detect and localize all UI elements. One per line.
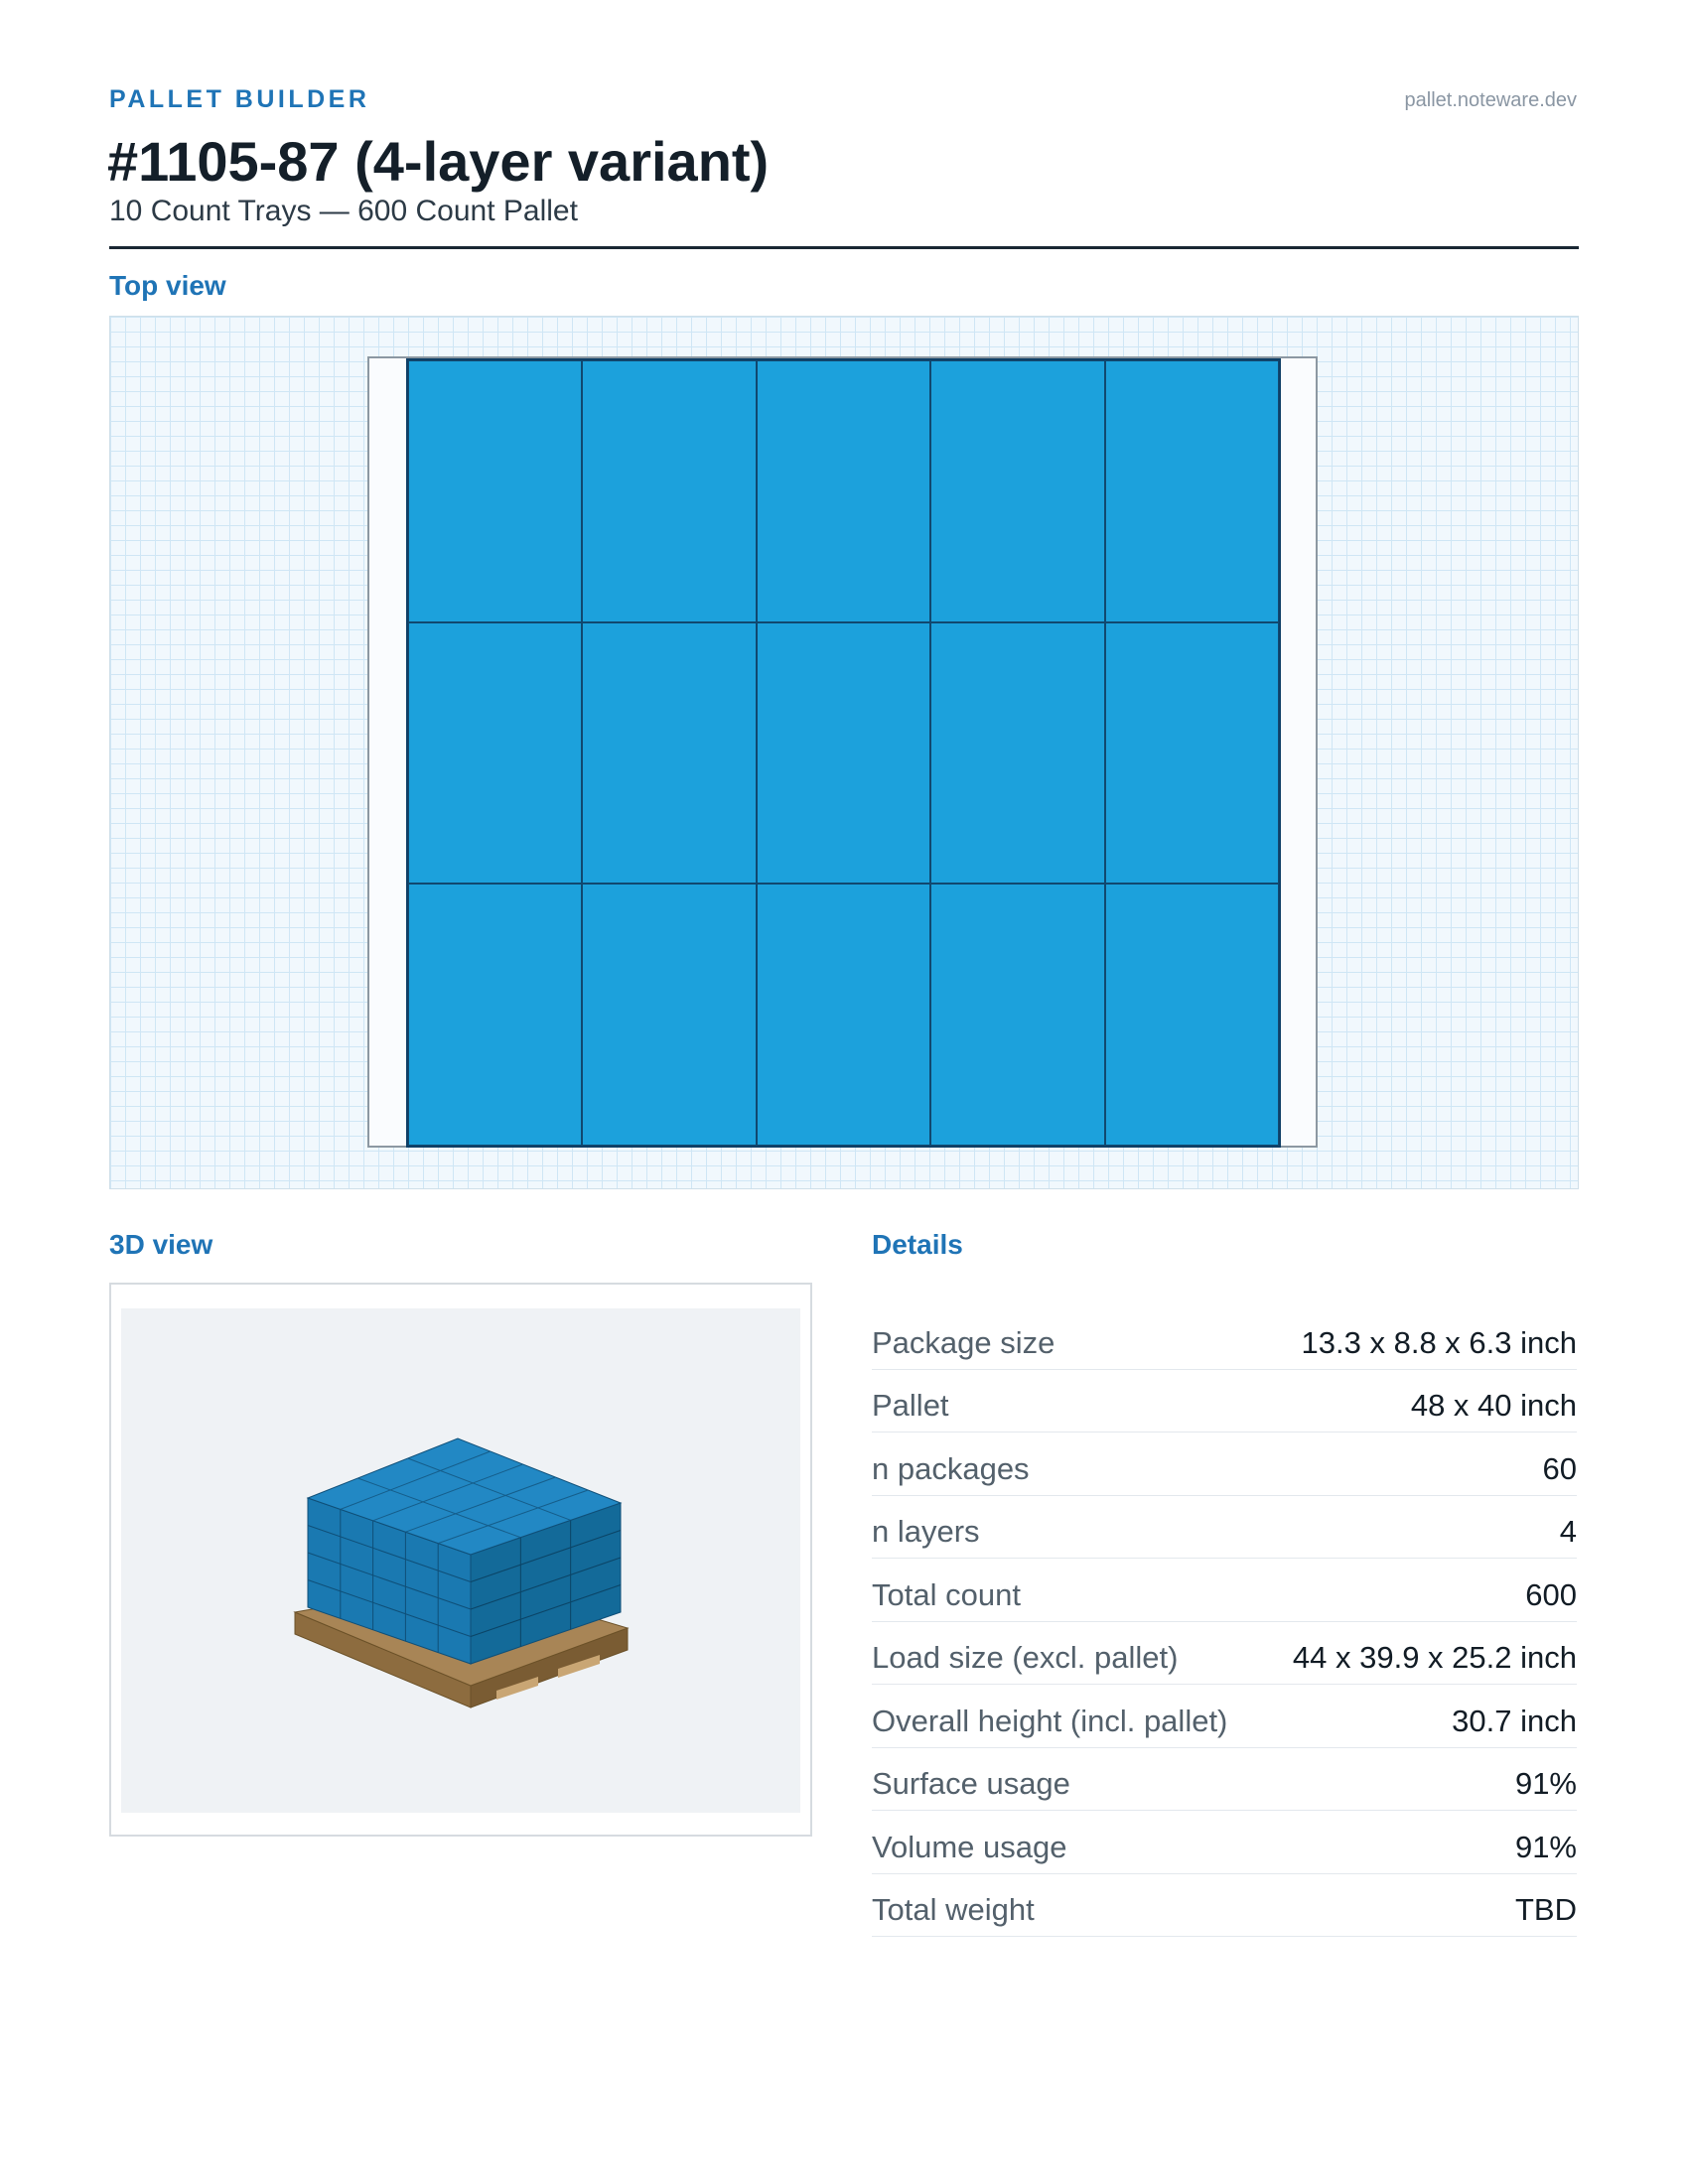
- layer-edge: [470, 1530, 622, 1582]
- package-edge: [357, 1477, 521, 1539]
- package-cell: [930, 360, 1105, 622]
- package-cell: [1104, 884, 1279, 1146]
- details-label: Total weight: [872, 1892, 1035, 1927]
- details-label: n layers: [872, 1514, 980, 1549]
- layer-edge: [470, 1557, 622, 1610]
- details-row: n layers 4: [872, 1496, 1577, 1559]
- brand-label: PALLET BUILDER: [109, 85, 370, 113]
- details-row: Total weight TBD: [872, 1874, 1577, 1937]
- details-row: Load size (excl. pallet) 44 x 39.9 x 25.2…: [872, 1622, 1577, 1685]
- package-cell: [582, 360, 757, 622]
- details-label: Pallet: [872, 1388, 949, 1423]
- details-value: 91%: [1514, 1829, 1577, 1864]
- package-cell: [1104, 360, 1279, 622]
- package-edge: [438, 1489, 589, 1545]
- layer-edge: [307, 1525, 472, 1582]
- 3d-view-heading: 3D view: [109, 1229, 213, 1260]
- details-label: Total count: [872, 1576, 1021, 1612]
- details-row: Total count 600: [872, 1559, 1577, 1622]
- pallet-opening: [496, 1677, 538, 1700]
- details-table: Package size 13.3 x 8.8 x 6.3 inch Pallet 4…: [872, 1306, 1577, 1937]
- layer-edge: [307, 1552, 472, 1610]
- details-row: Volume usage 91%: [872, 1811, 1577, 1874]
- package-cell: [582, 884, 757, 1146]
- details-label: Volume usage: [872, 1829, 1067, 1864]
- pallet-opening: [558, 1655, 600, 1678]
- site-url[interactable]: pallet.noteware.dev: [1404, 89, 1577, 111]
- details-value: 91%: [1514, 1766, 1577, 1801]
- details-value: 13.3 x 8.8 x 6.3 inch: [1301, 1324, 1577, 1360]
- details-row: Pallet 48 x 40 inch: [872, 1370, 1577, 1433]
- details-value: 60: [1542, 1450, 1577, 1486]
- package-cell: [756, 360, 931, 622]
- package-cell: [582, 621, 757, 885]
- details-value: 30.7 inch: [1452, 1703, 1577, 1738]
- details-value: TBD: [1515, 1892, 1577, 1927]
- details-label: Load size (excl. pallet): [872, 1640, 1179, 1675]
- 3d-view-canvas: [121, 1308, 800, 1813]
- package-edge: [407, 1457, 571, 1521]
- package-cell: [408, 621, 583, 885]
- details-label: Overall height (incl. pallet): [872, 1703, 1228, 1738]
- details-row: n packages 60: [872, 1433, 1577, 1496]
- top-view-heading: Top view: [109, 270, 226, 301]
- package-cell: [756, 884, 931, 1146]
- pallet-3d-render: [293, 1437, 630, 1708]
- details-value: 4: [1559, 1514, 1577, 1549]
- page-subtitle: 10 Count Trays — 600 Count Pallet: [109, 195, 578, 227]
- pallet-outline: [367, 356, 1318, 1148]
- package-grid: [406, 358, 1281, 1148]
- page-title: #1105-87 (4-layer variant): [107, 130, 770, 193]
- top-view-panel: [109, 316, 1579, 1189]
- package-edge: [372, 1463, 523, 1522]
- details-label: Surface usage: [872, 1766, 1070, 1801]
- header-divider: [109, 246, 1579, 249]
- package-edge: [340, 1450, 491, 1510]
- details-label: Package size: [872, 1324, 1055, 1360]
- details-label: n packages: [872, 1450, 1030, 1486]
- package-cell: [930, 621, 1105, 885]
- package-cell: [756, 621, 931, 885]
- package-cell: [930, 884, 1105, 1146]
- details-value: 48 x 40 inch: [1410, 1388, 1577, 1423]
- details-row: Overall height (incl. pallet) 30.7 inch: [872, 1685, 1577, 1748]
- package-cell: [1104, 621, 1279, 885]
- details-heading: Details: [872, 1229, 963, 1260]
- layer-edge: [470, 1584, 622, 1637]
- 3d-view-panel: [109, 1283, 812, 1837]
- details-value: 600: [1525, 1576, 1577, 1612]
- package-cell: [408, 360, 583, 622]
- layer-edge: [307, 1579, 472, 1637]
- package-cell: [408, 884, 583, 1146]
- details-row: Surface usage 91%: [872, 1748, 1577, 1811]
- package-edge: [405, 1476, 556, 1533]
- details-row: Package size 13.3 x 8.8 x 6.3 inch: [872, 1306, 1577, 1370]
- details-value: 44 x 39.9 x 25.2 inch: [1292, 1640, 1577, 1675]
